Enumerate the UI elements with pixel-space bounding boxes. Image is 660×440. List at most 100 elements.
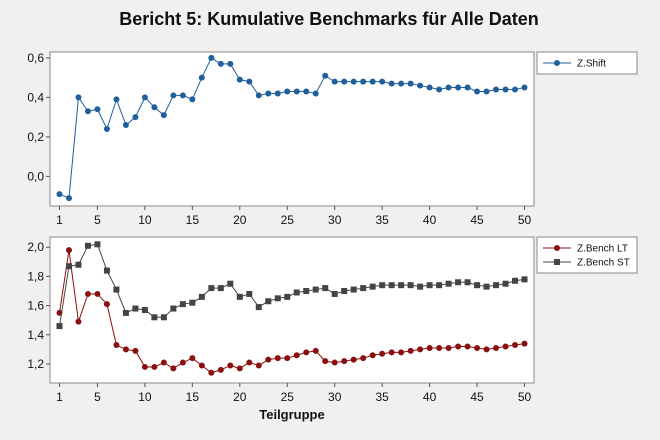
x-tick-label: 50 <box>518 213 532 227</box>
data-point <box>65 263 72 270</box>
data-point <box>331 359 338 366</box>
data-point <box>236 293 243 300</box>
chart-title: Bericht 5: Kumulative Benchmarks für All… <box>119 9 538 29</box>
x-tick-label: 45 <box>470 213 484 227</box>
data-point <box>265 90 272 97</box>
data-point <box>103 267 110 274</box>
data-point <box>103 126 110 132</box>
data-point <box>208 369 215 376</box>
data-point <box>217 60 224 67</box>
data-point <box>521 340 528 347</box>
data-point <box>303 88 310 95</box>
data-point <box>493 282 500 289</box>
x-tick-label: 20 <box>233 390 247 404</box>
data-point <box>217 366 224 373</box>
x-tick-label: 50 <box>518 390 532 404</box>
x-tick-label: 35 <box>375 390 389 404</box>
data-point <box>246 290 253 297</box>
x-tick-label: 10 <box>138 213 152 227</box>
data-point <box>246 359 253 366</box>
data-point <box>198 74 205 81</box>
y-tick-label: 0,0 <box>27 169 44 183</box>
x-tick-label: 15 <box>186 213 200 227</box>
y-tick-label: 2,0 <box>27 240 44 254</box>
data-point <box>255 362 262 369</box>
legend-label: Z.Bench ST <box>577 258 630 269</box>
data-point <box>445 344 452 351</box>
data-point <box>398 282 405 289</box>
data-point <box>502 280 509 287</box>
data-point <box>132 347 139 354</box>
data-point <box>464 279 471 286</box>
x-tick-label: 10 <box>138 390 152 404</box>
data-point <box>369 283 376 290</box>
data-point <box>436 344 443 351</box>
legend-marker <box>554 60 560 66</box>
data-point <box>122 309 129 316</box>
data-point <box>208 285 215 292</box>
data-point <box>436 282 443 289</box>
data-point <box>350 286 357 293</box>
data-point <box>141 363 148 370</box>
plot-area <box>49 236 535 384</box>
x-tick-label: 1 <box>56 390 63 404</box>
data-point <box>360 355 367 362</box>
data-point <box>417 346 424 353</box>
legend-marker <box>554 245 560 251</box>
data-point <box>227 60 234 67</box>
data-point <box>502 86 509 93</box>
panel-2: 1 5 10 15 20 25 30 35 40 45 501,21,41,61,82,0Teilg… <box>27 236 638 422</box>
y-tick-label: 1,4 <box>27 328 44 342</box>
data-point <box>151 104 158 111</box>
data-point <box>160 359 167 366</box>
data-point <box>84 108 91 115</box>
data-point <box>179 92 186 99</box>
data-point <box>464 343 471 350</box>
data-point <box>227 362 234 369</box>
data-point <box>170 365 177 372</box>
x-tick-label: 20 <box>233 213 247 227</box>
data-point <box>322 358 329 365</box>
data-point <box>474 282 481 289</box>
data-point <box>103 301 110 308</box>
data-point <box>208 54 215 61</box>
legend-box <box>536 236 638 274</box>
data-point <box>388 282 395 289</box>
data-point <box>388 80 395 87</box>
data-point <box>56 191 63 198</box>
data-point <box>417 283 424 290</box>
data-point <box>198 293 205 300</box>
x-axis-label: Teilgruppe <box>259 407 324 422</box>
data-point <box>512 277 519 284</box>
data-point <box>56 323 63 330</box>
data-point <box>341 358 348 365</box>
x-tick-label: 25 <box>281 390 295 404</box>
data-point <box>303 288 310 295</box>
x-tick-label: 40 <box>423 390 437 404</box>
data-point <box>312 286 319 293</box>
data-point <box>122 346 129 353</box>
data-point <box>274 90 281 97</box>
data-point <box>407 80 414 87</box>
data-point <box>312 90 319 97</box>
plot-area <box>49 51 535 207</box>
data-point <box>341 78 348 85</box>
x-tick-label: 15 <box>186 390 200 404</box>
data-point <box>227 280 234 287</box>
data-point <box>189 96 196 103</box>
legend-marker <box>554 259 560 265</box>
data-point <box>151 314 158 321</box>
data-point <box>455 279 462 286</box>
y-tick-label: 0,2 <box>27 130 44 144</box>
data-point <box>445 84 452 91</box>
data-point <box>274 295 281 302</box>
data-point <box>75 261 82 268</box>
data-point <box>360 285 367 292</box>
x-tick-label: 30 <box>328 213 342 227</box>
data-point <box>445 280 452 287</box>
data-point <box>255 92 262 99</box>
data-point <box>113 286 120 293</box>
data-point <box>369 78 376 85</box>
y-tick-label: 0,6 <box>27 51 44 65</box>
data-point <box>75 94 82 101</box>
